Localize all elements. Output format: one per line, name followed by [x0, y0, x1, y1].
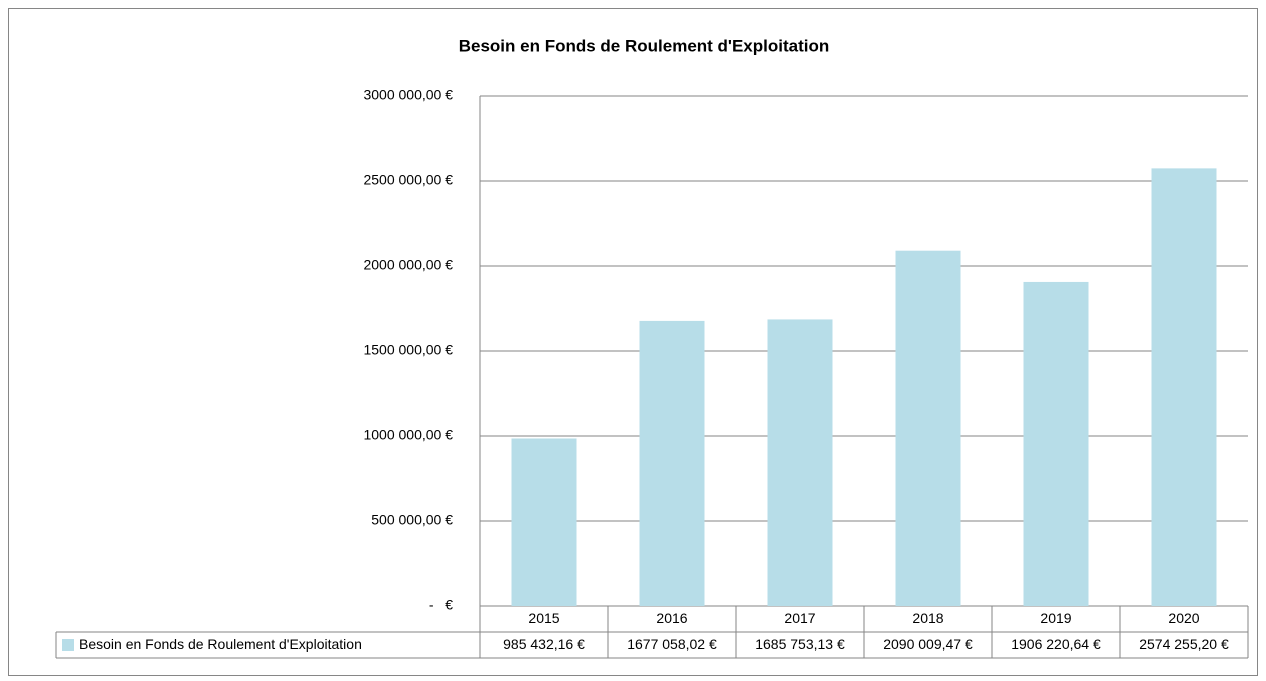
bar [895, 250, 961, 606]
bar [1023, 281, 1089, 606]
table-value: 1906 220,64 € [1011, 636, 1101, 652]
x-tick-label: 2016 [656, 610, 687, 626]
x-tick-label: 2017 [784, 610, 815, 626]
bar [1151, 168, 1217, 606]
y-tick-label: 500 000,00 € [371, 512, 453, 528]
bar [639, 320, 705, 606]
x-tick-label: 2015 [528, 610, 559, 626]
bar [767, 319, 833, 606]
x-tick-label: 2018 [912, 610, 943, 626]
chart-title: Besoin en Fonds de Roulement d'Exploitat… [459, 36, 830, 55]
y-tick-label: 1000 000,00 € [363, 427, 453, 443]
y-tick-label: 3000 000,00 € [363, 87, 453, 103]
table-value: 1685 753,13 € [755, 636, 845, 652]
x-tick-label: 2019 [1040, 610, 1071, 626]
y-tick-label: 1500 000,00 € [363, 342, 453, 358]
y-tick-label: 2000 000,00 € [363, 257, 453, 273]
bar [511, 438, 577, 606]
y-tick-label: - € [429, 597, 453, 613]
legend-label: Besoin en Fonds de Roulement d'Exploitat… [79, 636, 362, 652]
table-value: 2574 255,20 € [1139, 636, 1229, 652]
y-tick-label: 2500 000,00 € [363, 172, 453, 188]
table-value: 2090 009,47 € [883, 636, 973, 652]
table-value: 1677 058,02 € [627, 636, 717, 652]
table-value: 985 432,16 € [503, 636, 585, 652]
legend-key [62, 639, 74, 651]
x-tick-label: 2020 [1168, 610, 1199, 626]
